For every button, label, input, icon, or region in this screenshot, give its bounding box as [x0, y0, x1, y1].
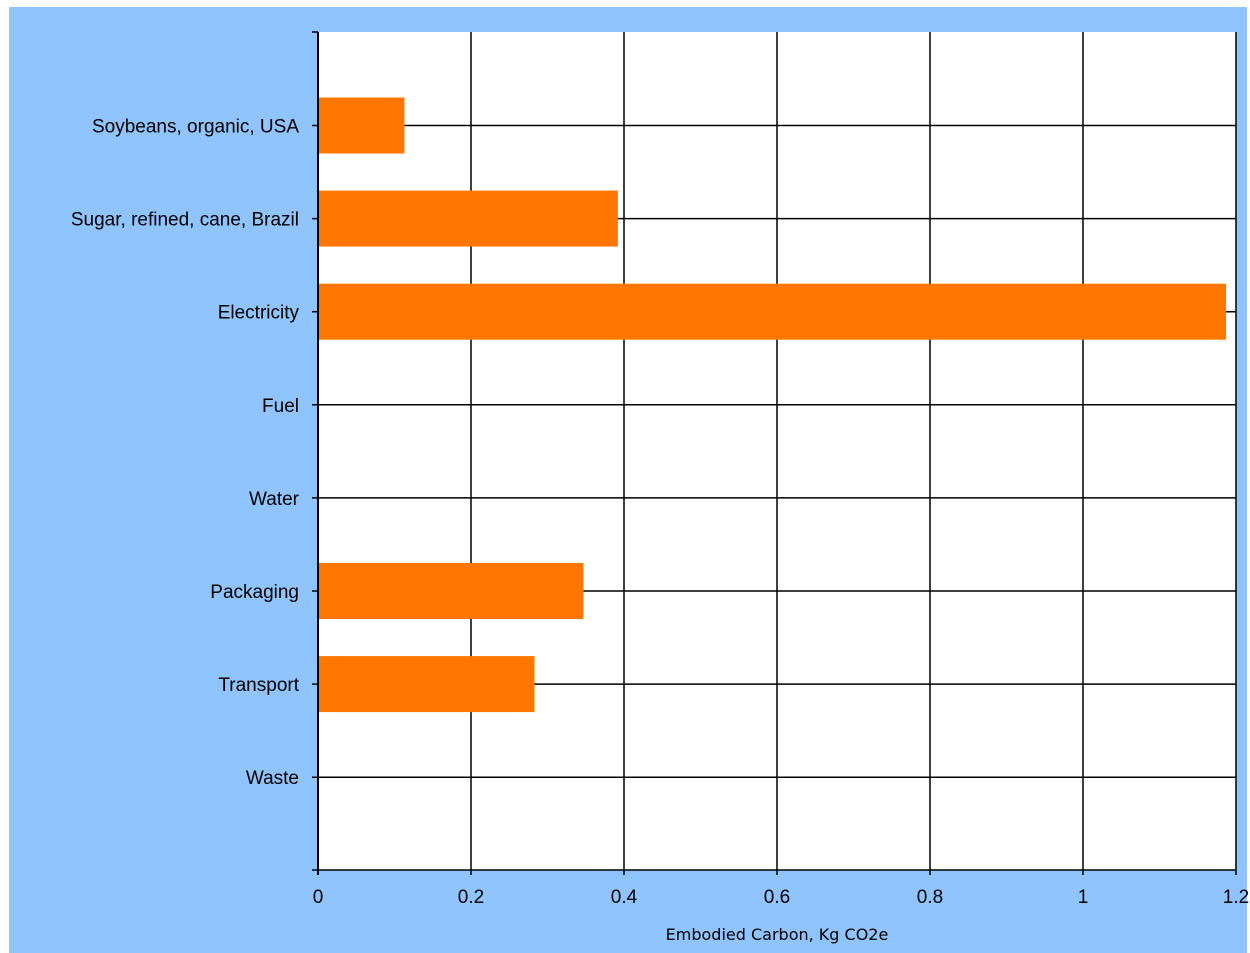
- x-tick-label: 0.4: [611, 887, 638, 908]
- category-label: Packaging: [210, 582, 299, 603]
- bars: [318, 97, 1227, 713]
- x-axis-title: Embodied Carbon, Kg CO2e: [666, 925, 889, 944]
- bar: [318, 190, 618, 247]
- x-tick-label: 1.2: [1223, 887, 1249, 908]
- axes: [312, 31, 1236, 875]
- bar: [318, 97, 405, 154]
- category-label: Water: [249, 489, 300, 510]
- bar: [318, 563, 584, 619]
- bar: [318, 656, 535, 713]
- category-label: Waste: [246, 768, 299, 789]
- category-label: Fuel: [262, 396, 299, 417]
- labels: 0 0.2 0.4 0.6 0.8 1 1.2 Soybeans, organic, USA S…: [71, 117, 1249, 909]
- category-label: Transport: [218, 675, 299, 696]
- bar: [318, 283, 1227, 340]
- x-tick-label: 0.6: [764, 887, 790, 908]
- category-label: Soybeans, organic, USA: [92, 117, 299, 138]
- category-label: Sugar, refined, cane, Brazil: [71, 210, 299, 231]
- x-tick-label: 0.8: [917, 887, 943, 908]
- x-tick-label: 1: [1078, 887, 1089, 908]
- x-tick-label: 0.2: [458, 887, 484, 908]
- category-label: Electricity: [218, 303, 300, 324]
- x-tick-label: 0: [313, 887, 324, 908]
